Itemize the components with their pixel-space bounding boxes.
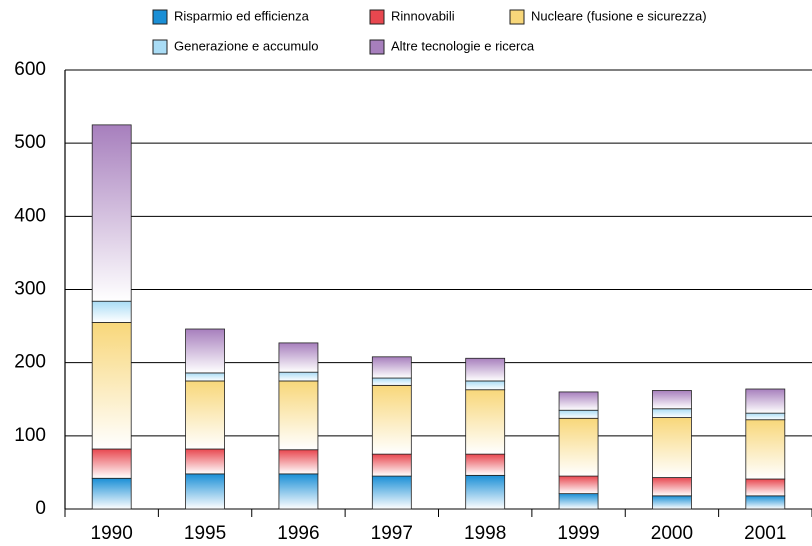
bar-segment (91, 477, 132, 510)
bar-segment (745, 412, 786, 421)
bar-segment (652, 408, 692, 418)
bar-segment (185, 473, 225, 510)
bar-segment (185, 372, 225, 382)
bar-segment (652, 477, 692, 497)
bar-segment (91, 300, 132, 323)
legend-label: Risparmio ed efficienza (174, 8, 310, 23)
x-tick-label: 1996 (277, 523, 319, 544)
bar-segment (465, 453, 506, 476)
bar-segment (465, 474, 506, 510)
legend-swatch (152, 39, 168, 55)
x-tick-label: 1999 (557, 523, 599, 544)
y-tick-label: 600 (14, 59, 46, 80)
x-tick-label: 1998 (464, 523, 506, 544)
bar-segment (371, 384, 412, 455)
bar-segment (745, 478, 786, 497)
bar-segment (185, 448, 225, 475)
x-tick-label: 1990 (91, 523, 133, 544)
bar-segment (91, 322, 132, 450)
bar-segment (278, 380, 319, 451)
bar-segment (652, 417, 692, 478)
bar-segment (465, 389, 506, 455)
bar-segment (745, 388, 786, 414)
legend-swatch (369, 39, 385, 55)
bar-segment (745, 495, 786, 510)
legend-label: Rinnovabili (391, 8, 455, 23)
y-tick-label: 500 (14, 132, 46, 153)
x-tick-label: 1995 (184, 523, 226, 544)
bar-segment (652, 495, 692, 510)
bar-segment (278, 342, 319, 373)
y-tick-label: 0 (35, 498, 46, 519)
bar-segment (558, 417, 599, 477)
bar-segment (371, 356, 412, 379)
bar-segment (745, 419, 786, 480)
x-tick-label: 2000 (651, 523, 693, 544)
bar-segment (465, 357, 506, 382)
y-tick-label: 300 (14, 279, 46, 300)
bar-segment (371, 377, 412, 386)
x-tick-label: 1997 (371, 523, 413, 544)
x-tick-label: 2001 (744, 523, 786, 544)
bar-segment (278, 449, 319, 475)
legend-swatch (369, 9, 385, 25)
bar-segment (91, 448, 132, 479)
y-tick-label: 400 (14, 205, 46, 226)
bar-segment (185, 380, 225, 450)
bar-segment (652, 390, 692, 410)
bar-segment (558, 391, 599, 411)
y-tick-label: 100 (14, 425, 46, 446)
legend-swatch (509, 9, 525, 25)
bar-segment (371, 453, 412, 477)
bar-segment (185, 328, 225, 374)
bar-segment (278, 473, 319, 510)
bar-segment (558, 493, 599, 510)
bar-segment (558, 409, 599, 419)
bar-segment (465, 380, 506, 391)
bar-segment (371, 475, 412, 510)
bar-segment (558, 475, 599, 495)
y-tick-label: 200 (14, 352, 46, 373)
legend-label: Generazione e accumulo (174, 38, 319, 53)
legend-label: Altre tecnologie e ricerca (391, 38, 535, 53)
legend-swatch (152, 9, 168, 25)
bar-segment (278, 371, 319, 382)
bar-segment (91, 124, 132, 302)
legend-label: Nucleare (fusione e sicurezza) (531, 8, 707, 23)
